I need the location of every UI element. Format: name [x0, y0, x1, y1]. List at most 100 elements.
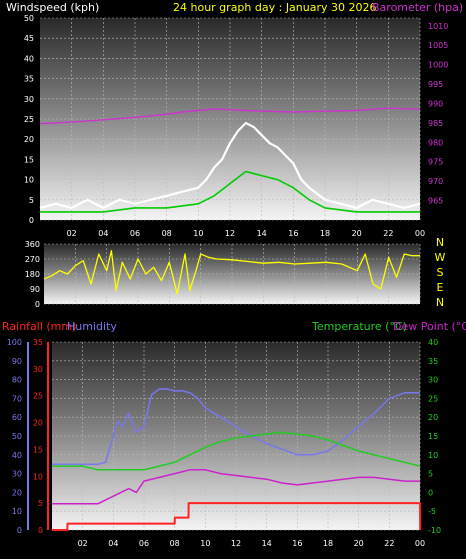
wind-tick-label: 40	[24, 54, 34, 63]
rain-tick-label: 35	[33, 338, 43, 347]
time-tick-label: 18	[323, 539, 333, 548]
time-tick-label: 04	[98, 229, 108, 238]
chart-title: 24 hour graph day : January 30 2026	[173, 1, 377, 14]
temperature-label: Temperature (°C)	[311, 320, 407, 333]
time-tick-label: 22	[384, 539, 394, 548]
wind-tick-label: 45	[24, 34, 34, 43]
wind-tick-label: 25	[24, 115, 34, 124]
rainfall-line	[52, 502, 422, 531]
rain-panel-series	[52, 388, 422, 531]
baro-tick-label: 995	[428, 80, 443, 89]
time-tick-label: 00	[415, 229, 425, 238]
rainfall-label: Rainfall (mm)	[2, 320, 76, 333]
time-tick-label: 20	[352, 229, 362, 238]
wind-panel-series	[39, 107, 421, 213]
rain-tick-label: 20	[33, 419, 43, 428]
barometer-line	[39, 107, 421, 125]
time-tick-label: 10	[193, 229, 203, 238]
humidity-tick-label: 20	[12, 488, 22, 497]
temperature-tick-label: 25	[428, 394, 438, 403]
baro-tick-label: 975	[428, 158, 443, 167]
rain-tick-label: 10	[33, 472, 43, 481]
temperature-tick-label: -10	[428, 526, 441, 535]
humidity-axis-ticks: 0 10 20 30 40 50 60 70 80 90 100	[7, 338, 29, 535]
wind-panel-grid	[40, 17, 421, 221]
baro-tick-label: 990	[428, 99, 443, 108]
temperature-tick-label: 30	[428, 376, 438, 385]
baro-tick-label: 1010	[428, 22, 448, 31]
time-tick-label: 14	[257, 229, 267, 238]
time-tick-label: 16	[288, 229, 298, 238]
direction-tick-label: 270	[25, 255, 40, 264]
compass-tick-label: N	[436, 296, 444, 309]
time-tick-label: 08	[170, 539, 180, 548]
rain-tick-label: 0	[38, 526, 43, 535]
baro-tick-label: 1005	[428, 41, 448, 50]
time-tick-label: 08	[162, 229, 172, 238]
baro-tick-label: 1000	[428, 61, 448, 70]
time-tick-label: 16	[292, 539, 302, 548]
baro-tick-label: 965	[428, 197, 443, 206]
windspeed-header: Windspeed (kph)	[6, 1, 99, 14]
temperature-tick-label: 0	[428, 488, 433, 497]
compass-tick-label: W	[435, 251, 446, 264]
humidity-tick-label: 60	[12, 413, 22, 422]
wind-tick-label: 5	[29, 196, 34, 205]
rain-tick-label: 30	[33, 365, 43, 374]
temperature-tick-label: 40	[428, 338, 438, 347]
baro-tick-label: 970	[428, 177, 443, 186]
time-tick-label: 06	[139, 539, 149, 548]
humidity-tick-label: 40	[12, 451, 22, 460]
wind-tick-label: 10	[24, 176, 34, 185]
compass-tick-label: E	[437, 281, 444, 294]
wind-tick-label: 50	[24, 14, 34, 23]
time-tick-label: 20	[354, 539, 364, 548]
wind-tick-label: 20	[24, 135, 34, 144]
time-tick-label: 02	[78, 539, 88, 548]
rain-tick-label: 15	[33, 445, 43, 454]
rain-axis-ticks: 0 5 10 15 20 25 30 35	[33, 338, 49, 535]
direction-panel-grid	[44, 243, 421, 305]
temperature-axis-ticks: -10 -5 0 5 10 15 20 25 30 35 40	[428, 338, 441, 535]
direction-tick-label: 0	[35, 300, 40, 309]
dewpoint-line	[52, 469, 420, 505]
wind-tick-label: 15	[24, 155, 34, 164]
humidity-tick-label: 80	[12, 376, 22, 385]
humidity-tick-label: 30	[12, 470, 22, 479]
time-tick-label: 02	[67, 229, 77, 238]
rain-tick-label: 25	[33, 392, 43, 401]
wind-axis-ticks: 0 5 10 15 20 25 30 35 40 45 50	[24, 14, 34, 225]
time-tick-label: 14	[262, 539, 272, 548]
humidity-tick-label: 70	[12, 394, 22, 403]
time-tick-label: 12	[225, 229, 235, 238]
gust-line	[40, 170, 420, 213]
rain-tick-label: 5	[38, 499, 43, 508]
time-tick-label: 04	[108, 539, 118, 548]
direction-panel-series	[43, 250, 420, 295]
wind-speed-line	[39, 121, 421, 209]
dewpoint-label: Dew Point (°C)	[393, 320, 466, 333]
time-tick-label: 12	[231, 539, 241, 548]
rain-panel-grid	[52, 341, 421, 531]
temperature-tick-label: 5	[428, 470, 433, 479]
time-tick-label: 06	[130, 229, 140, 238]
direction-tick-label: 180	[25, 270, 40, 279]
humidity-label: Humidity	[67, 320, 117, 333]
time-tick-label: 10	[200, 539, 210, 548]
temperature-tick-label: -5	[428, 507, 436, 516]
time-tick-label: 00	[415, 539, 425, 548]
direction-tick-label: 90	[30, 285, 40, 294]
humidity-tick-label: 50	[12, 432, 22, 441]
direction-degree-ticks: 0 90 180 270 360	[25, 240, 40, 309]
rain-time-ticks: 02 04 06 08 10 12 14 16 18 20 22 00	[78, 539, 426, 548]
wind-tick-label: 30	[24, 95, 34, 104]
baro-tick-label: 985	[428, 119, 443, 128]
wind-time-ticks: 02 04 06 08 10 12 14 16 18 20 22 00	[67, 229, 426, 238]
wind-tick-label: 35	[24, 75, 34, 84]
temperature-tick-label: 15	[428, 432, 438, 441]
wind-tick-label: 0	[29, 216, 34, 225]
temperature-line	[52, 431, 421, 471]
